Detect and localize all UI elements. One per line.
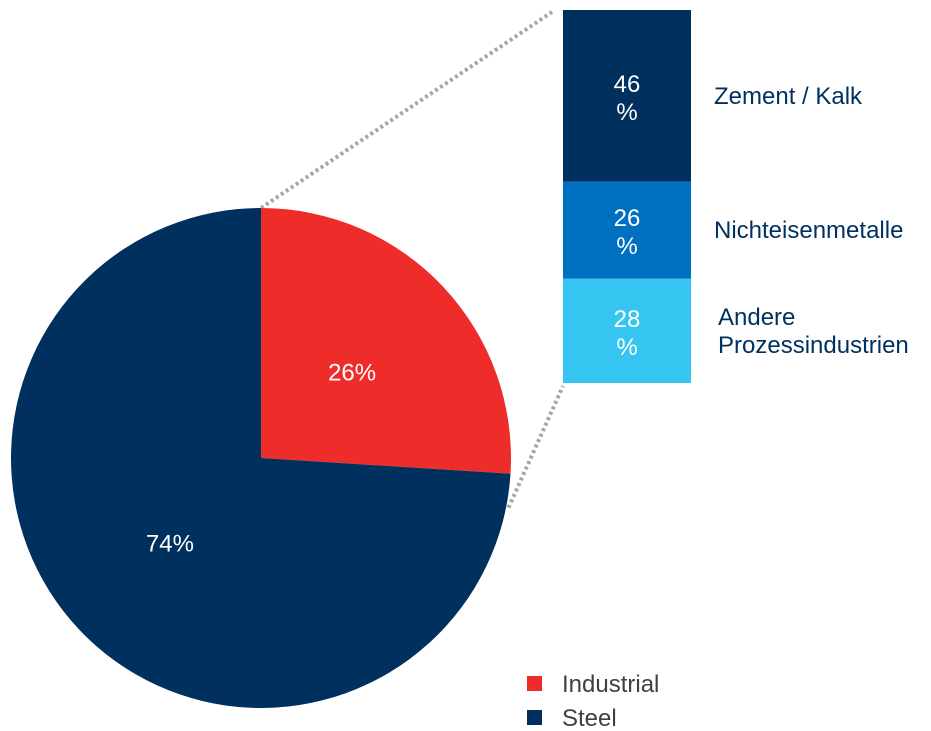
- bar-segment-zement-kalk: [563, 10, 691, 182]
- bar-label-zement-kalk: 46%: [614, 71, 641, 126]
- bar-label-nichteisenmetalle: 26%: [614, 205, 641, 260]
- pie-label-steel: 74%: [146, 531, 194, 558]
- connector-line-bottom: [506, 385, 565, 509]
- legend-label-steel: Steel: [562, 705, 617, 731]
- category-label-nichteisenmetalle: Nichteisenmetalle: [714, 217, 903, 244]
- category-label-zement-kalk: Zement / Kalk: [714, 83, 863, 110]
- bar-segment-andere-prozessindustrien: [563, 278, 691, 383]
- breakdown-bar: 46 % Zement / Kalk 26 % Nichteisenmetalle 28 % A…: [563, 10, 909, 383]
- legend-swatch-steel: [527, 710, 542, 725]
- bar-segment-nichteisenmetalle: [563, 181, 691, 279]
- legend-label-industrial: Industrial: [562, 671, 659, 698]
- pie-slice-industrial: [261, 208, 512, 474]
- pie-label-industrial: 26%: [328, 359, 376, 386]
- legend: Industrial Steel: [527, 671, 659, 731]
- legend-swatch-industrial: [527, 676, 542, 691]
- pie-slice-steel: [11, 208, 511, 708]
- connector-lines: [259, 10, 565, 509]
- category-label-andere-prozessindustrien: Andere Prozessindustrien: [718, 304, 909, 359]
- connector-line-top: [259, 10, 554, 210]
- bar-label-andere-prozessindustrien: 28%: [614, 306, 641, 361]
- pie: 26% 74%: [11, 208, 512, 708]
